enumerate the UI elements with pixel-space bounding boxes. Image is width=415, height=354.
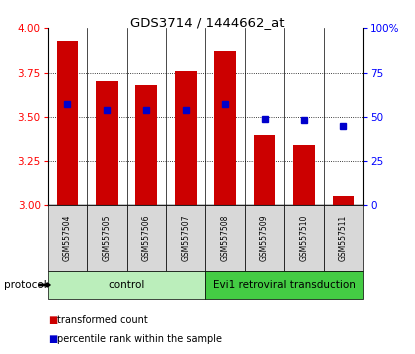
Bar [96, 81, 118, 205]
Bar [324, 205, 363, 271]
Text: percentile rank within the sample: percentile rank within the sample [57, 334, 222, 344]
Text: GSM557509: GSM557509 [260, 215, 269, 261]
Bar [127, 205, 166, 271]
Bar [205, 271, 363, 299]
Text: GSM557507: GSM557507 [181, 215, 190, 261]
Bar [293, 145, 315, 205]
Bar [245, 205, 284, 271]
Bar [56, 41, 78, 205]
Text: GSM557511: GSM557511 [339, 215, 348, 261]
Bar [205, 205, 245, 271]
Text: ■: ■ [48, 334, 57, 344]
Bar [214, 51, 236, 205]
Bar [135, 85, 157, 205]
Text: protocol: protocol [4, 280, 47, 290]
Text: GSM557505: GSM557505 [103, 215, 111, 261]
Text: GSM557504: GSM557504 [63, 215, 72, 261]
Text: GSM557510: GSM557510 [300, 215, 308, 261]
Text: Evi1 retroviral transduction: Evi1 retroviral transduction [213, 280, 356, 290]
Text: GSM557508: GSM557508 [221, 215, 229, 261]
Bar [284, 205, 324, 271]
Bar [332, 196, 354, 205]
Bar [166, 205, 205, 271]
Text: GSM557506: GSM557506 [142, 215, 151, 261]
Bar [87, 205, 127, 271]
Text: control: control [108, 280, 145, 290]
Text: ■: ■ [48, 315, 57, 325]
Text: GDS3714 / 1444662_at: GDS3714 / 1444662_at [130, 16, 285, 29]
Bar [175, 71, 197, 205]
Bar [254, 135, 276, 205]
Bar [48, 205, 87, 271]
Text: transformed count: transformed count [57, 315, 148, 325]
Bar [48, 271, 205, 299]
